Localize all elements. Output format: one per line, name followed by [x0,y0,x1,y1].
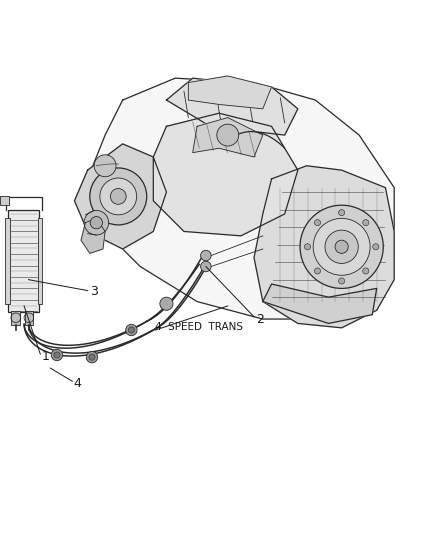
Bar [0,196,9,205]
Circle shape [90,216,102,229]
Text: 2: 2 [256,312,264,326]
Text: 4: 4 [74,377,81,390]
Circle shape [86,351,98,363]
Circle shape [201,261,211,272]
Text: 3: 3 [90,285,98,298]
Circle shape [90,168,147,225]
Polygon shape [81,219,105,253]
Polygon shape [193,118,263,157]
Circle shape [314,220,321,225]
Circle shape [363,268,369,274]
Circle shape [304,244,311,250]
Circle shape [314,268,321,274]
Text: 1: 1 [42,350,49,363]
Bar [38,219,42,304]
Polygon shape [166,78,298,135]
Circle shape [339,278,345,284]
Circle shape [201,251,211,261]
Circle shape [313,219,370,275]
Circle shape [54,352,60,358]
Circle shape [217,124,239,146]
Circle shape [89,354,95,360]
Polygon shape [263,284,377,324]
Circle shape [126,324,137,336]
Circle shape [339,209,345,216]
Circle shape [100,178,137,215]
Circle shape [84,211,109,235]
Bar [8,209,39,312]
Polygon shape [88,78,394,319]
Circle shape [51,349,63,361]
Polygon shape [153,113,298,236]
Bar [5,219,10,304]
Bar [11,311,20,325]
Text: 4  SPEED  TRANS: 4 SPEED TRANS [155,322,244,332]
Circle shape [94,155,116,177]
Circle shape [373,244,379,250]
Circle shape [128,327,134,333]
Polygon shape [74,144,166,249]
Circle shape [300,205,383,288]
Circle shape [363,220,369,225]
Circle shape [110,189,126,204]
Polygon shape [254,166,394,328]
Polygon shape [188,76,272,109]
Circle shape [160,297,173,310]
Circle shape [335,240,348,253]
Bar [25,311,33,325]
Circle shape [325,230,358,263]
